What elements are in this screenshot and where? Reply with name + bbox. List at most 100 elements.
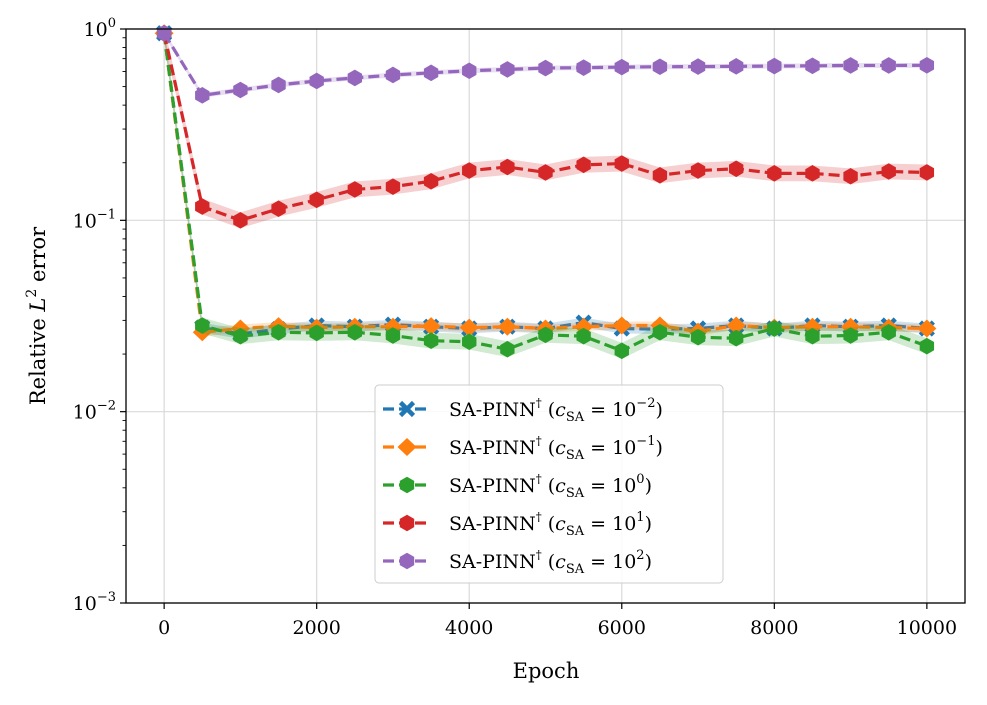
data-point <box>462 162 477 179</box>
data-point <box>690 162 706 179</box>
legend-marker <box>399 552 415 570</box>
data-point <box>347 181 363 198</box>
x-tick-label: 6000 <box>598 617 646 639</box>
y-tick-label: 10−3 <box>73 590 116 615</box>
legend-item: SA-PINN† (cSA = 101) <box>383 510 652 539</box>
legend-label: SA-PINN† (cSA = 100) <box>449 472 652 501</box>
data-point <box>233 327 248 345</box>
y-tick-label: 10−2 <box>73 399 116 424</box>
data-point <box>576 156 591 174</box>
data-point <box>843 327 858 344</box>
x-tick-label: 4000 <box>445 617 493 639</box>
y-axis-ticks: 100 10−1 10−2 10−3 <box>73 16 126 615</box>
data-point <box>767 165 782 182</box>
legend-item: SA-PINN† (cSA = 10−2) <box>383 396 663 425</box>
data-point <box>614 155 629 172</box>
data-point <box>881 323 896 341</box>
data-point <box>843 57 858 74</box>
data-point <box>500 340 515 358</box>
data-point <box>462 333 477 351</box>
legend-item: SA-PINN† (cSA = 10−1) <box>383 434 663 463</box>
data-point <box>843 167 858 185</box>
legend-marker <box>397 438 417 456</box>
data-point <box>726 316 746 335</box>
data-point <box>309 72 324 90</box>
data-point <box>347 323 363 341</box>
data-point <box>309 191 324 209</box>
series-2 <box>156 24 935 360</box>
data-point <box>459 318 479 337</box>
data-point <box>919 337 935 355</box>
data-point <box>423 172 439 190</box>
data-point <box>500 158 515 176</box>
legend-item: SA-PINN† (cSA = 100) <box>383 472 652 501</box>
data-point <box>309 324 324 342</box>
data-point <box>423 64 439 82</box>
data-point <box>652 166 668 184</box>
data-point <box>917 319 937 338</box>
data-point <box>728 58 744 75</box>
data-point <box>690 58 706 75</box>
legend-marker <box>399 514 415 532</box>
legend-label: SA-PINN† (cSA = 10−2) <box>449 396 663 425</box>
data-point <box>690 328 706 346</box>
legend-marker <box>399 476 415 494</box>
data-point <box>271 200 286 218</box>
data-point <box>462 62 477 80</box>
legend-label: SA-PINN† (cSA = 102) <box>449 548 652 577</box>
data-point <box>195 198 210 215</box>
data-point <box>538 59 553 77</box>
legend-frame <box>374 384 724 584</box>
x-tick-label: 2000 <box>293 617 341 639</box>
y-axis-label: Relative L2 error <box>24 226 50 405</box>
data-point <box>497 317 517 336</box>
x-tick-label: 0 <box>158 617 170 639</box>
data-point <box>767 57 782 75</box>
data-point <box>805 57 820 75</box>
data-point <box>385 327 401 344</box>
data-point <box>612 316 632 335</box>
legend: SA-PINN† (cSA = 10−2) SA-PINN† (cSA = 10−… <box>374 384 724 584</box>
y-tick-label: 10−1 <box>73 207 116 232</box>
data-point <box>652 58 668 76</box>
x-tick-label: 10000 <box>897 617 957 639</box>
x-tick-label: 8000 <box>750 617 798 639</box>
data-point <box>576 327 591 345</box>
data-point <box>195 317 210 334</box>
data-point <box>652 323 668 341</box>
x-axis-ticks: 0 2000 4000 6000 8000 10000 <box>158 603 957 639</box>
data-point <box>576 59 591 76</box>
data-point <box>233 81 248 99</box>
data-point <box>805 165 820 182</box>
data-point <box>881 57 896 74</box>
data-point <box>728 329 744 347</box>
data-point <box>233 212 248 229</box>
data-point <box>271 323 286 341</box>
plot-area <box>154 24 937 360</box>
legend-marker <box>398 400 416 418</box>
series-4 <box>156 24 935 104</box>
legend-label: SA-PINN† (cSA = 10−1) <box>449 434 663 463</box>
data-point <box>195 87 210 104</box>
series-3 <box>156 24 935 229</box>
plot-frame <box>125 28 966 604</box>
data-point <box>385 66 401 84</box>
data-point <box>421 317 441 336</box>
data-point <box>538 326 553 344</box>
data-point <box>614 58 629 76</box>
legend-label: SA-PINN† (cSA = 101) <box>449 510 652 539</box>
data-point <box>919 57 935 74</box>
y-tick-label: 100 <box>84 16 116 41</box>
x-axis-label: Epoch <box>513 659 580 683</box>
data-point <box>500 61 515 78</box>
data-point <box>385 178 401 195</box>
data-point <box>347 69 363 87</box>
data-point <box>614 342 629 360</box>
data-point <box>423 332 439 349</box>
data-point <box>538 164 553 181</box>
data-point <box>271 76 286 94</box>
legend-item: SA-PINN† (cSA = 102) <box>383 548 652 577</box>
data-point <box>881 163 896 180</box>
data-point <box>767 320 782 337</box>
